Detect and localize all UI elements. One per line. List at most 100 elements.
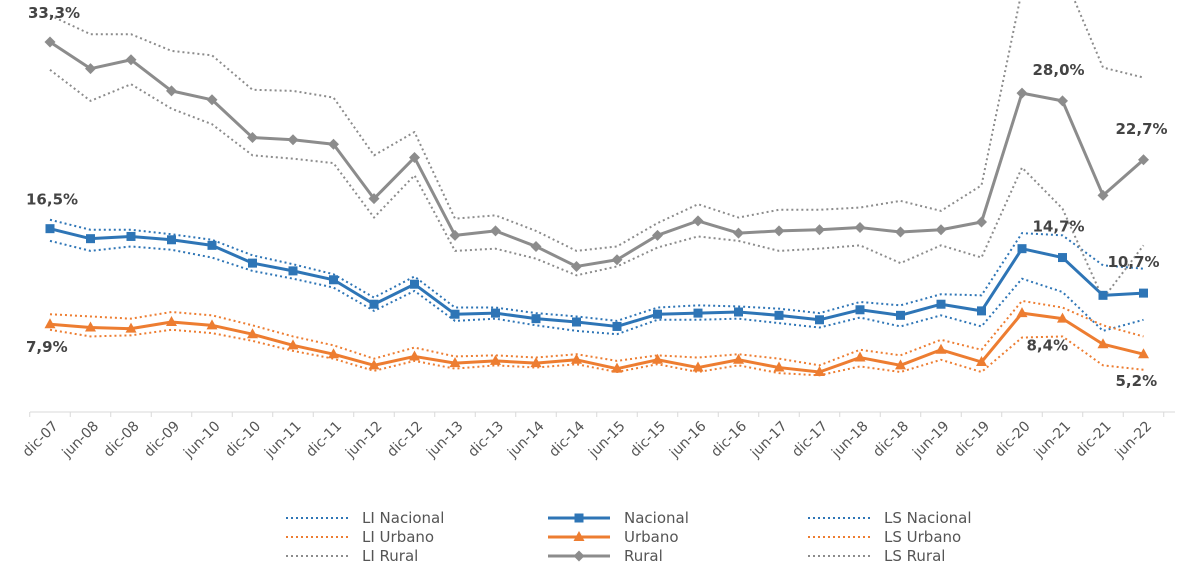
legend-item: LS Urbano [808, 528, 961, 546]
x-tick-label: jun-10 [180, 418, 223, 461]
x-tick-label: jun-17 [747, 418, 790, 461]
legend-label: LI Urbano [362, 528, 434, 546]
series-line-rural [49, 40, 1145, 268]
data-point-rural [530, 240, 542, 252]
x-axis: dic-07jun-08dic-08dic-09jun-10dic-10jun-… [20, 411, 1175, 462]
data-point-nacional [693, 308, 703, 318]
data-label: 22,7% [1116, 120, 1168, 138]
data-point-urbano [125, 322, 137, 333]
data-point-rural [611, 254, 623, 266]
x-tick-label: jun-16 [666, 418, 710, 462]
data-point-urbano [1057, 312, 1068, 323]
x-tick-label: dic-20 [992, 418, 1034, 460]
data-point-urbano [733, 353, 744, 364]
data-point-nacional [531, 314, 541, 324]
data-point-rural [814, 224, 825, 236]
data-point-nacional [207, 240, 217, 250]
legend-label: LI Rural [362, 547, 418, 565]
data-point-nacional [491, 308, 500, 318]
data-point-urbano [328, 348, 339, 359]
x-tick-label: jun-12 [342, 418, 385, 461]
legend-label: Rural [624, 547, 663, 565]
data-point-urbano [773, 361, 785, 372]
series-line-li-nacional [49, 239, 1144, 336]
legend-label: Urbano [624, 528, 679, 546]
x-tick-label: jun-21 [1031, 418, 1074, 461]
data-point-nacional [329, 275, 338, 285]
data-point-nacional [45, 224, 55, 234]
x-tick-label: dic-09 [141, 418, 183, 460]
x-tick-label: jun-08 [59, 418, 102, 461]
marker-layer [44, 36, 1149, 376]
data-point-rural [368, 193, 380, 205]
x-tick-label: jun-13 [423, 418, 466, 461]
data-point-nacional [977, 306, 986, 316]
data-point-nacional [1139, 288, 1148, 298]
data-point-rural [287, 134, 299, 146]
series-line-urbano [49, 311, 1144, 374]
data-label: 8,4% [1027, 337, 1069, 355]
series-line-ls-urbano [49, 299, 1144, 367]
data-point-urbano [530, 357, 542, 368]
data-point-rural [1057, 95, 1068, 107]
legend-label: LS Urbano [884, 528, 961, 546]
data-point-urbano [247, 328, 258, 339]
x-tick-label: dic-10 [222, 418, 264, 460]
data-point-urbano [206, 319, 218, 330]
legend: LI Nacional Nacional LS Nacional LI Urbano U… [286, 509, 972, 565]
x-tick-label: dic-16 [708, 418, 750, 460]
data-point-nacional [1017, 244, 1027, 254]
series-line-ls-rural [49, 0, 1144, 252]
x-tick-label: dic-18 [870, 418, 912, 460]
data-point-urbano [166, 316, 177, 326]
x-tick-label: dic-14 [546, 418, 588, 460]
data-point-nacional [896, 310, 905, 320]
data-point-rural [449, 229, 461, 241]
data-label: 5,2% [1116, 372, 1158, 390]
data-label: 10,7% [1108, 253, 1160, 271]
data-point-rural [206, 94, 218, 106]
x-tick-label: dic-07 [20, 418, 62, 460]
data-point-rural [692, 215, 704, 227]
data-point-rural [733, 227, 744, 239]
data-point-urbano [652, 353, 663, 364]
data-point-rural [490, 225, 501, 237]
x-tick-label: jun-11 [261, 418, 304, 461]
data-point-rural [773, 225, 785, 237]
data-label: 33,3% [28, 4, 80, 22]
x-tick-label: dic-11 [303, 418, 345, 460]
data-point-nacional [369, 299, 379, 309]
data-point-urbano [571, 353, 582, 364]
data-point-rural [247, 132, 258, 144]
data-point-nacional [774, 310, 784, 320]
data-label-layer: 33,3% 16,5% 7,9% 28,0% 22,7% 14,7% 10,7% 8,4% 5,… [26, 4, 1168, 390]
legend-item: LI Urbano [286, 528, 434, 546]
data-point-rural [976, 216, 987, 228]
data-point-urbano [409, 350, 420, 361]
data-point-rural [1097, 189, 1109, 201]
data-point-nacional [410, 279, 419, 289]
data-point-nacional [1058, 253, 1067, 263]
data-point-urbano [611, 362, 623, 373]
data-point-nacional [734, 307, 743, 317]
x-tick-label: dic-21 [1073, 418, 1115, 460]
x-tick-label: jun-22 [1112, 418, 1155, 461]
data-point-nacional [653, 309, 662, 319]
data-label: 7,9% [26, 338, 68, 356]
data-point-nacional [815, 315, 824, 325]
data-point-rural [854, 222, 866, 234]
legend-item: Nacional [548, 509, 689, 527]
x-tick-label: dic-15 [627, 418, 669, 460]
data-point-nacional [288, 266, 298, 276]
data-point-rural [125, 54, 137, 66]
data-point-urbano [490, 354, 501, 365]
data-point-urbano [976, 356, 987, 366]
x-tick-label: dic-12 [384, 418, 426, 460]
data-point-urbano [287, 339, 299, 350]
data-point-rural [409, 152, 420, 164]
data-point-rural [571, 260, 582, 272]
data-point-urbano [449, 357, 461, 368]
data-point-nacional [248, 258, 257, 268]
legend-item: Rural [548, 547, 663, 565]
